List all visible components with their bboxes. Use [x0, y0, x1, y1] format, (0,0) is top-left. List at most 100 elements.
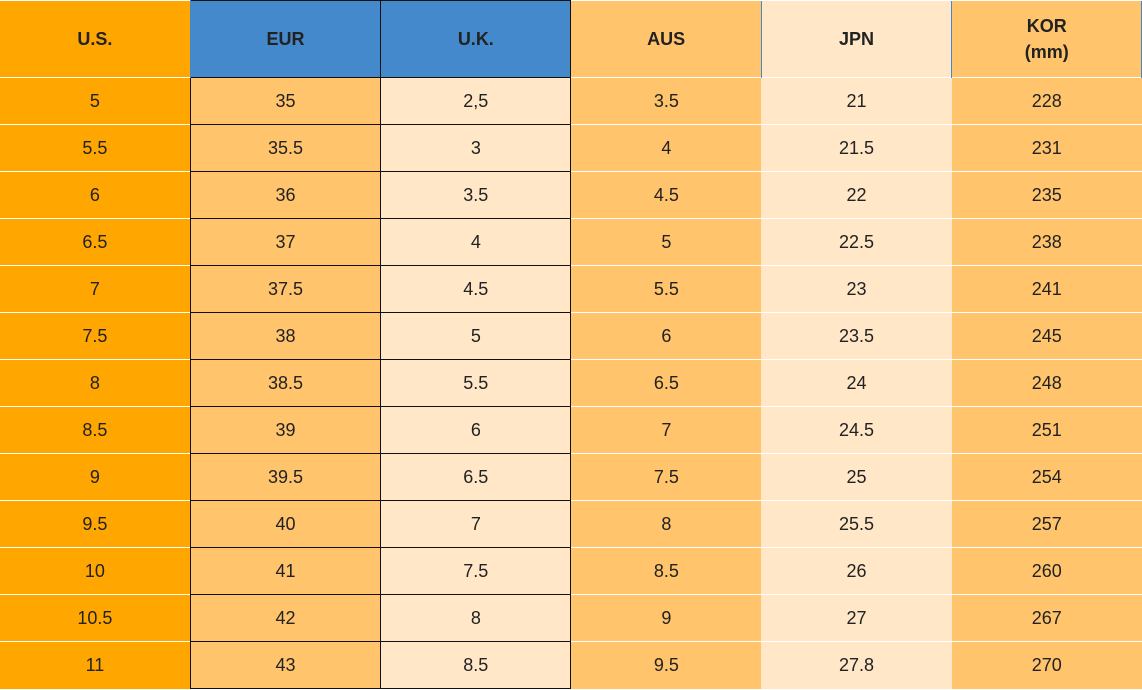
- header-cell: EUR: [189, 0, 382, 78]
- table-cell: 9: [570, 594, 762, 642]
- table-cell: 8: [0, 359, 191, 407]
- table-cell: 35.5: [189, 124, 382, 172]
- table-cell: 43: [189, 641, 382, 689]
- table-cell: 254: [951, 453, 1142, 501]
- table-cell: 267: [951, 594, 1142, 642]
- table-row: 11 43 8.5 9.5 27.8 270: [0, 641, 1142, 689]
- table-cell: 2,5: [380, 77, 572, 125]
- header-cell: U.S.: [0, 0, 191, 78]
- table-cell: 248: [951, 359, 1142, 407]
- table-cell: 3.5: [380, 171, 572, 219]
- table-cell: 36: [189, 171, 382, 219]
- header-cell: U.K.: [380, 0, 572, 78]
- table-cell: 4.5: [570, 171, 762, 219]
- table-cell: 6: [0, 171, 191, 219]
- table-cell: 6.5: [380, 453, 572, 501]
- table-cell: 35: [189, 77, 382, 125]
- table-cell: 8.5: [570, 547, 762, 595]
- table-cell: 6: [570, 312, 762, 360]
- table-cell: 235: [951, 171, 1142, 219]
- table-cell: 25: [761, 453, 952, 501]
- header-row: U.S. EUR U.K. AUS JPN KOR (mm): [0, 0, 1142, 78]
- table-cell: 241: [951, 265, 1142, 313]
- header-cell: AUS: [570, 0, 762, 78]
- table-cell: 228: [951, 77, 1142, 125]
- table-cell: 7: [380, 500, 572, 548]
- table-cell: 21: [761, 77, 952, 125]
- table-cell: 5: [570, 218, 762, 266]
- table-cell: 257: [951, 500, 1142, 548]
- table-cell: 7: [570, 406, 762, 454]
- table-cell: 38.5: [189, 359, 382, 407]
- table-row: 9 39.5 6.5 7.5 25 254: [0, 453, 1142, 501]
- table-cell: 7.5: [380, 547, 572, 595]
- table-cell: 7.5: [570, 453, 762, 501]
- table-cell: 270: [951, 641, 1142, 689]
- table-cell: 37.5: [189, 265, 382, 313]
- table-row: 8 38.5 5.5 6.5 24 248: [0, 359, 1142, 407]
- table-cell: 6: [380, 406, 572, 454]
- table-cell: 245: [951, 312, 1142, 360]
- table-row: 10.5 42 8 9 27 267: [0, 594, 1142, 642]
- table-cell: 5: [0, 77, 191, 125]
- table-cell: 4: [570, 124, 762, 172]
- table-cell: 21.5: [761, 124, 952, 172]
- table-cell: 3.5: [570, 77, 762, 125]
- table-cell: 10.5: [0, 594, 191, 642]
- table-cell: 42: [189, 594, 382, 642]
- table-cell: 8: [570, 500, 762, 548]
- table-cell: 8.5: [380, 641, 572, 689]
- table-cell: 9: [0, 453, 191, 501]
- table-cell: 40: [189, 500, 382, 548]
- table-cell: 24: [761, 359, 952, 407]
- table-cell: 38: [189, 312, 382, 360]
- table-cell: 27.8: [761, 641, 952, 689]
- table-cell: 37: [189, 218, 382, 266]
- table-row: 5.5 35.5 3 4 21.5 231: [0, 124, 1142, 172]
- table-cell: 10: [0, 547, 191, 595]
- table-cell: 22.5: [761, 218, 952, 266]
- table-row: 8.5 39 6 7 24.5 251: [0, 406, 1142, 454]
- table-cell: 4.5: [380, 265, 572, 313]
- table-cell: 9.5: [570, 641, 762, 689]
- table-row: 6 36 3.5 4.5 22 235: [0, 171, 1142, 219]
- table-cell: 39.5: [189, 453, 382, 501]
- table-cell: 7: [0, 265, 191, 313]
- table-cell: 251: [951, 406, 1142, 454]
- table-row: 6.5 37 4 5 22.5 238: [0, 218, 1142, 266]
- table-cell: 24.5: [761, 406, 952, 454]
- table-cell: 260: [951, 547, 1142, 595]
- header-cell: JPN: [761, 0, 953, 78]
- table-cell: 231: [951, 124, 1142, 172]
- table-row: 10 41 7.5 8.5 26 260: [0, 547, 1142, 595]
- table-cell: 5.5: [380, 359, 572, 407]
- table-cell: 26: [761, 547, 952, 595]
- table-cell: 39: [189, 406, 382, 454]
- table-row: 7.5 38 5 6 23.5 245: [0, 312, 1142, 360]
- table-cell: 23: [761, 265, 952, 313]
- table-row: 5 35 2,5 3.5 21 228: [0, 77, 1142, 125]
- table-cell: 5.5: [0, 124, 191, 172]
- table-row: 9.5 40 7 8 25.5 257: [0, 500, 1142, 548]
- table-cell: 6.5: [0, 218, 191, 266]
- table-cell: 238: [951, 218, 1142, 266]
- table-cell: 9.5: [0, 500, 191, 548]
- table-cell: 4: [380, 218, 572, 266]
- table-cell: 8.5: [0, 406, 191, 454]
- table-cell: 5: [380, 312, 572, 360]
- table-cell: 25.5: [761, 500, 952, 548]
- table-cell: 5.5: [570, 265, 762, 313]
- table-cell: 7.5: [0, 312, 191, 360]
- table-row: 7 37.5 4.5 5.5 23 241: [0, 265, 1142, 313]
- table-cell: 23.5: [761, 312, 952, 360]
- table-cell: 41: [189, 547, 382, 595]
- header-cell: KOR (mm): [951, 0, 1142, 78]
- table-cell: 3: [380, 124, 572, 172]
- table-cell: 27: [761, 594, 952, 642]
- table-cell: 6.5: [570, 359, 762, 407]
- table-cell: 11: [0, 641, 191, 689]
- table-cell: 8: [380, 594, 572, 642]
- table-cell: 22: [761, 171, 952, 219]
